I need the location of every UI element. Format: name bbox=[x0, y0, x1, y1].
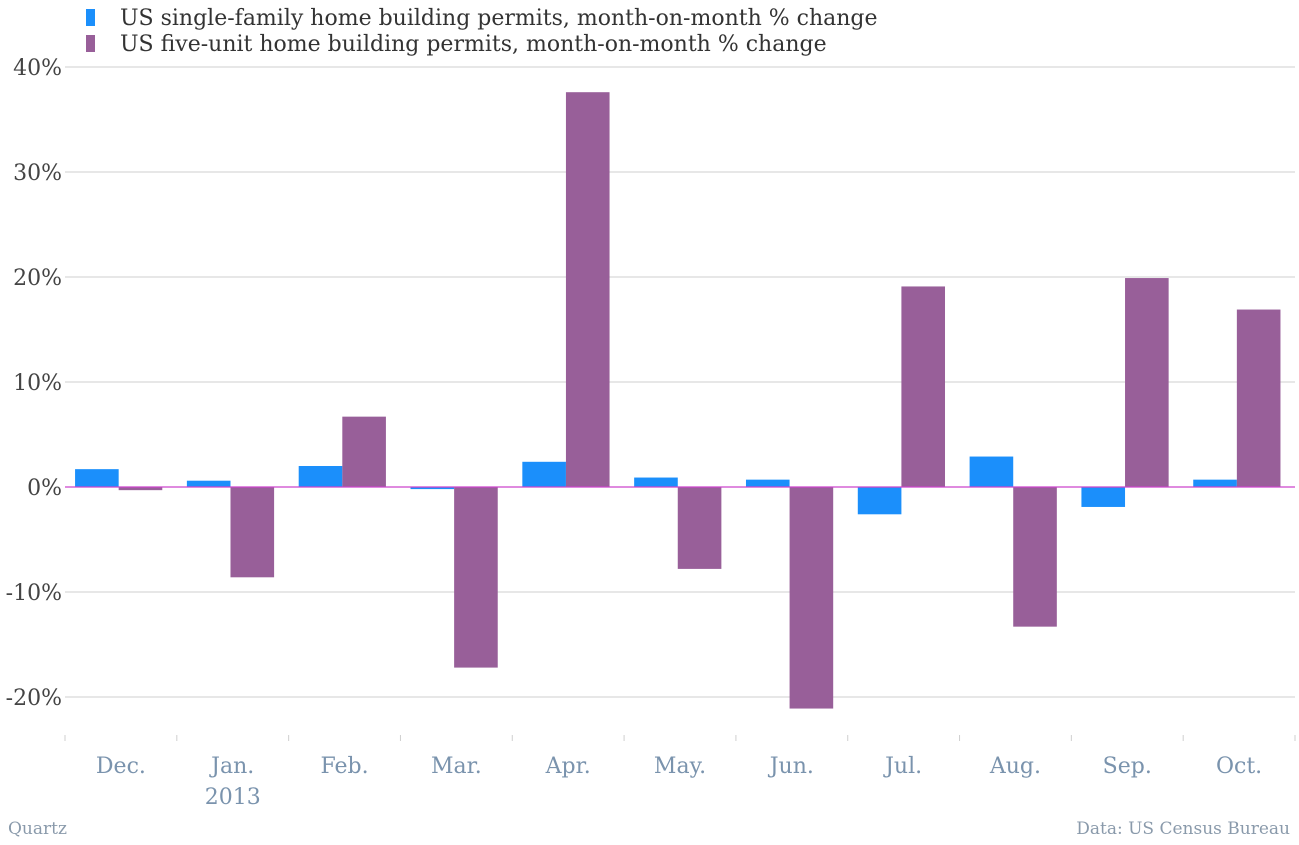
x-tick-label: Jan. bbox=[209, 754, 254, 779]
bar-single-family-4 bbox=[410, 487, 455, 490]
legend-label-2: US five-unit home building permits, mont… bbox=[120, 32, 827, 57]
bar-five-unit-3 bbox=[342, 416, 386, 487]
bar-five-unit-2 bbox=[230, 487, 275, 578]
bar-five-unit-4 bbox=[454, 487, 498, 668]
x-tick-label: Jun. bbox=[768, 754, 814, 779]
bar-five-unit-10 bbox=[1125, 278, 1169, 487]
legend-label-1: US single-family home building permits, … bbox=[120, 6, 878, 31]
bar-single-family-3 bbox=[298, 466, 343, 487]
bar-single-family-9 bbox=[969, 456, 1014, 487]
x-tick-label: Oct. bbox=[1216, 754, 1262, 779]
bar-five-unit-11 bbox=[1236, 309, 1281, 487]
legend-swatch-1 bbox=[86, 9, 95, 26]
bar-five-unit-1 bbox=[118, 487, 163, 491]
source-credit: Data: US Census Bureau bbox=[1076, 819, 1290, 839]
y-tick-label: 40% bbox=[13, 56, 62, 81]
y-tick-label: 10% bbox=[13, 371, 62, 396]
bars bbox=[75, 92, 1281, 709]
x-axis: Dec. Jan. 2013 Feb. Mar. Apr. May. Jun. Jul. Aug.… bbox=[64, 735, 1296, 810]
x-tick-label: Sep. bbox=[1103, 754, 1152, 779]
bar-single-family-1 bbox=[75, 469, 119, 487]
x-tick-label: Feb. bbox=[320, 754, 368, 779]
x-tick-label: Dec. bbox=[96, 754, 146, 779]
x-tick-label: Mar. bbox=[431, 754, 482, 779]
y-tick-label: -20% bbox=[6, 686, 62, 711]
bar-single-family-5 bbox=[522, 461, 566, 487]
x-tick-label: Jul. bbox=[883, 754, 922, 779]
bar-single-family-8 bbox=[857, 487, 902, 515]
bar-five-unit-8 bbox=[901, 286, 946, 487]
legend: US single-family home building permits, … bbox=[86, 6, 878, 57]
grid-lines bbox=[65, 66, 1295, 698]
bar-five-unit-6 bbox=[677, 487, 722, 569]
y-tick-label: 20% bbox=[13, 266, 62, 291]
bar-five-unit-9 bbox=[1013, 487, 1057, 627]
source-brand: Quartz bbox=[8, 819, 67, 839]
x-tick-sublabel: 2013 bbox=[205, 785, 261, 810]
bar-five-unit-7 bbox=[789, 487, 834, 709]
x-tick-label: Aug. bbox=[989, 754, 1041, 779]
y-tick-label: 0% bbox=[27, 476, 62, 501]
bar-single-family-2 bbox=[186, 480, 231, 487]
x-tick-label: May. bbox=[654, 754, 706, 779]
bar-single-family-11 bbox=[1193, 479, 1237, 487]
y-tick-label: -10% bbox=[6, 581, 62, 606]
y-axis-ticks: 40% 30% 20% 10% 0% -10% -20% bbox=[6, 56, 62, 711]
x-tick-label: Apr. bbox=[545, 754, 591, 779]
bar-five-unit-5 bbox=[565, 92, 610, 487]
y-tick-label: 30% bbox=[13, 161, 62, 186]
bar-single-family-6 bbox=[634, 477, 678, 487]
bar-single-family-10 bbox=[1081, 487, 1126, 507]
bar-single-family-7 bbox=[745, 479, 790, 487]
legend-swatch-2 bbox=[86, 35, 95, 52]
